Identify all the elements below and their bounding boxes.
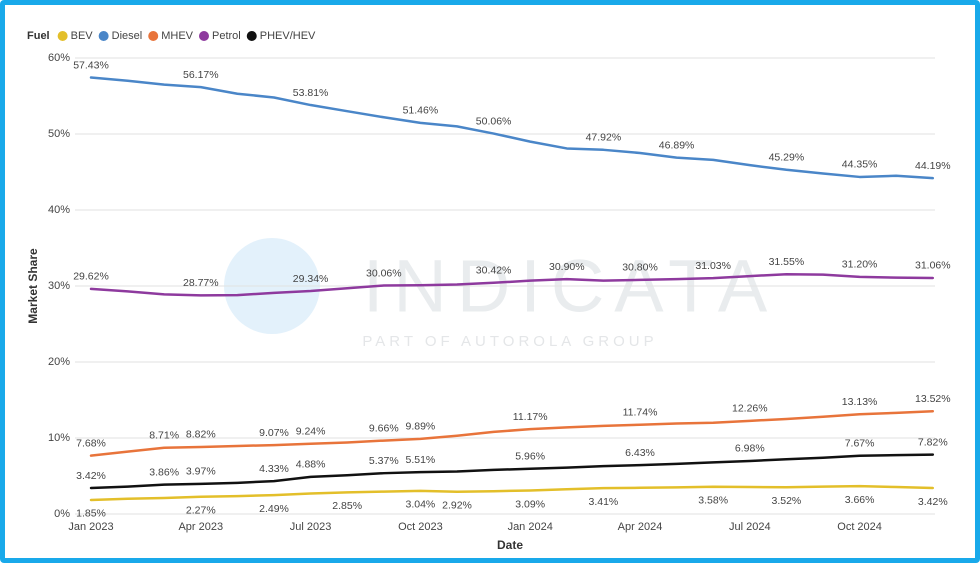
data-label: 11.17% (513, 411, 548, 423)
data-label: 12.26% (732, 403, 768, 415)
data-label: 30.80% (622, 262, 658, 274)
data-label: 31.03% (695, 260, 731, 272)
x-tick-label: Jul 2024 (729, 521, 771, 533)
data-label: 9.24% (296, 426, 326, 438)
data-label: 9.66% (369, 422, 399, 434)
data-label: 3.66% (845, 494, 875, 506)
data-label: 2.49% (259, 503, 289, 515)
x-tick-label: Jan 2024 (508, 521, 553, 533)
series-line (89, 272, 935, 297)
y-axis-label: Market Share (26, 248, 40, 324)
x-tick-label: Oct 2024 (837, 521, 882, 533)
series-line (89, 484, 935, 502)
data-label: 51.46% (403, 105, 439, 117)
data-label: 45.29% (769, 152, 805, 164)
legend-title: Fuel (27, 30, 50, 42)
legend-swatch (199, 31, 209, 41)
data-label: 57.43% (73, 59, 109, 71)
data-label: 3.86% (149, 466, 179, 478)
watermark-subtitle: PART OF AUTOROLA GROUP (362, 333, 657, 350)
legend-label: BEV (71, 30, 94, 42)
legend-swatch (98, 31, 109, 41)
x-axis-label: Date (497, 538, 523, 552)
data-label: 47.92% (586, 132, 622, 144)
data-label: 31.55% (769, 256, 805, 268)
y-tick-label: 50% (48, 128, 70, 140)
data-label: 11.74% (623, 407, 658, 419)
x-tick-label: Jan 2023 (68, 521, 113, 533)
data-label: 6.43% (625, 447, 655, 459)
data-label: 13.52% (915, 393, 951, 405)
y-tick-label: 10% (48, 432, 70, 444)
data-label: 4.33% (259, 463, 289, 475)
y-tick-label: 40% (48, 204, 70, 216)
x-tick-label: Oct 2023 (398, 521, 443, 533)
y-tick-label: 30% (48, 280, 70, 292)
data-label: 29.34% (293, 273, 329, 285)
data-label: 3.97% (186, 466, 216, 478)
data-label: 31.20% (842, 259, 878, 271)
data-label: 3.09% (515, 498, 545, 510)
data-label: 44.35% (842, 159, 878, 171)
data-label: 7.82% (918, 436, 948, 448)
data-label: 9.89% (406, 421, 436, 433)
data-label: 6.98% (735, 443, 765, 455)
data-label: 3.04% (406, 499, 436, 511)
data-label: 2.92% (442, 500, 472, 512)
legend-label: MHEV (161, 30, 193, 42)
data-label: 28.77% (183, 277, 219, 289)
data-label: 9.07% (259, 427, 289, 439)
data-label: 30.42% (476, 265, 512, 277)
data-label: 3.42% (76, 470, 106, 482)
y-tick-label: 0% (54, 508, 70, 520)
legend-label: Petrol (212, 30, 241, 42)
legend-label: PHEV/HEV (260, 30, 316, 42)
data-label: 44.19% (915, 160, 951, 172)
data-label: 5.96% (515, 450, 545, 462)
data-label: 3.41% (589, 496, 619, 508)
data-label: 7.68% (76, 437, 106, 449)
series-line (89, 409, 935, 457)
data-label: 46.89% (659, 139, 695, 151)
data-label: 2.85% (332, 500, 362, 512)
legend-label: Diesel (112, 30, 143, 42)
data-label: 5.51% (406, 454, 436, 466)
data-label: 1.85% (76, 508, 106, 520)
data-label: 50.06% (476, 115, 512, 127)
data-label: 30.06% (366, 267, 402, 279)
y-tick-label: 60% (48, 52, 70, 64)
data-label: 30.90% (549, 261, 585, 273)
data-label: 56.17% (183, 69, 219, 81)
data-label: 5.37% (369, 455, 399, 467)
data-label: 2.27% (186, 505, 216, 517)
data-label: 4.88% (296, 459, 326, 471)
x-tick-label: Jul 2023 (290, 521, 332, 533)
legend-swatch (148, 31, 159, 41)
x-tick-label: Apr 2023 (178, 521, 223, 533)
data-label: 8.82% (186, 429, 216, 441)
data-label: 8.71% (149, 430, 179, 442)
data-label: 3.42% (918, 496, 948, 508)
legend-swatch (57, 31, 68, 41)
y-tick-label: 20% (48, 356, 70, 368)
x-tick-label: Apr 2024 (618, 521, 663, 533)
data-label: 29.62% (73, 271, 109, 283)
data-label: 53.81% (293, 87, 329, 99)
data-label: 3.58% (698, 495, 728, 507)
data-label: 31.06% (915, 260, 951, 272)
legend-swatch (246, 31, 257, 41)
series-line (89, 76, 935, 180)
series-line (89, 453, 935, 490)
data-label: 13.13% (842, 396, 878, 408)
data-label: 3.52% (772, 495, 802, 507)
data-label: 7.67% (845, 437, 875, 449)
